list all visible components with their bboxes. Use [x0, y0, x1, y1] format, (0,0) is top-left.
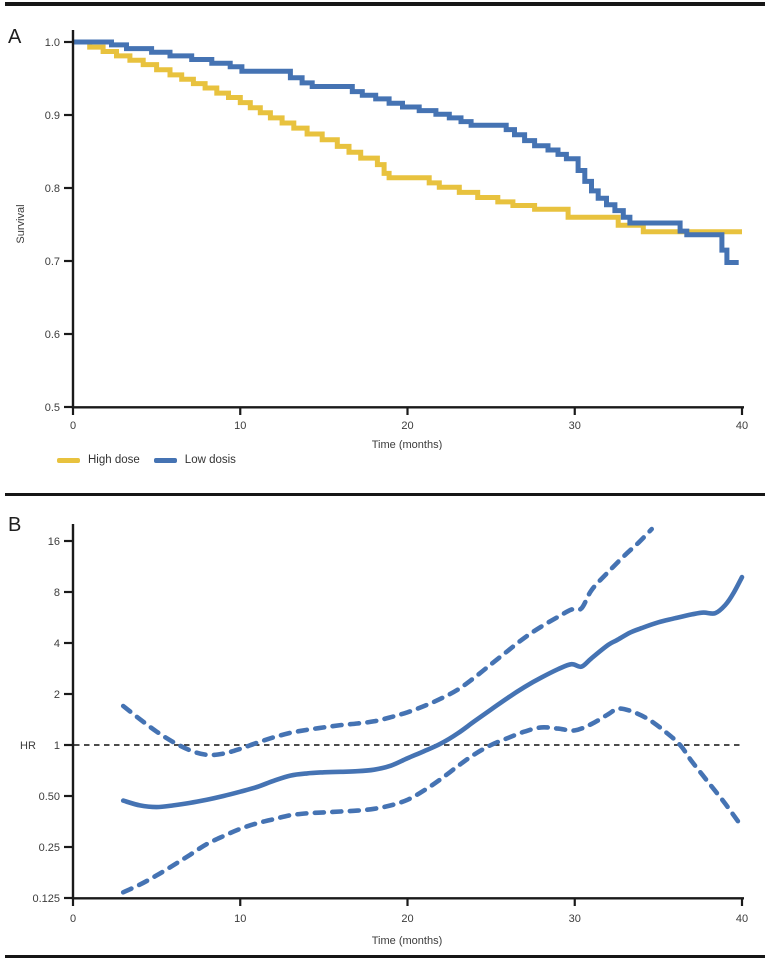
bottom-rule [5, 955, 765, 958]
y-tick-label: 0.25 [39, 842, 60, 854]
x-axis-title: Time (months) [372, 439, 443, 450]
y-tick-label: 0.6 [45, 329, 60, 341]
legend-label-low-dosis: Low dosis [184, 454, 236, 466]
x-tick-label: 40 [736, 913, 748, 925]
x-tick-label: 10 [234, 420, 246, 432]
hr-curve-upper-ci [120, 526, 654, 758]
x-tick-label: 20 [401, 913, 413, 925]
high-dose-swatch [57, 457, 80, 463]
hr-curve-estimate [120, 574, 745, 810]
y-tick-label: 1 [54, 740, 60, 752]
y-tick-label: 8 [54, 587, 60, 599]
x-axis-title: Time (months) [372, 935, 443, 947]
survival-curve-high-dose [73, 39, 742, 235]
y-axis-title: Survival [15, 204, 27, 243]
y-tick-label: 0.8 [45, 183, 60, 195]
legend-item-high-dose: High dose [57, 454, 140, 466]
top-rule [5, 2, 765, 6]
low-dosis-swatch [153, 457, 177, 463]
middle-rule [5, 493, 765, 496]
panel-b-label: B [8, 514, 22, 536]
x-tick-label: 10 [234, 913, 246, 925]
y-tick-label: 0.50 [39, 791, 60, 803]
y-tick-label: 0.7 [45, 256, 60, 268]
x-tick-label: 20 [401, 420, 413, 432]
x-tick-label: 30 [569, 420, 581, 432]
legend: High dose Low dosis [57, 454, 236, 466]
x-tick-label: 0 [70, 420, 76, 432]
y-tick-label: 0.9 [45, 110, 60, 122]
y-tick-label: 2 [54, 689, 60, 701]
y-tick-label: 16 [48, 536, 60, 548]
y-tick-label: 0.125 [32, 893, 60, 905]
legend-label-high-dose: High dose [88, 454, 140, 466]
survival-chart: 1.0 0.9 0.8 0.7 0.6 0.5 0 10 20 30 40 Time (months)… [15, 30, 748, 450]
legend-item-low-dosis: Low dosis [153, 454, 236, 466]
hr-curve-lower-ci [120, 706, 741, 895]
y-tick-label: 1.0 [45, 37, 60, 49]
y-tick-label: 4 [54, 638, 60, 650]
survival-curve-low-dosis [73, 39, 739, 265]
x-tick-label: 40 [736, 420, 748, 432]
hazard-ratio-chart: 16 8 4 2 1 0.50 0.25 0.125 0 10 20 30 40 Time (months… [20, 524, 748, 947]
y-tick-label: 0.5 [45, 402, 60, 414]
y-axis-title: HR [20, 740, 36, 752]
panel-a-label: A [8, 26, 22, 48]
x-tick-label: 0 [70, 913, 76, 925]
x-tick-label: 30 [569, 913, 581, 925]
